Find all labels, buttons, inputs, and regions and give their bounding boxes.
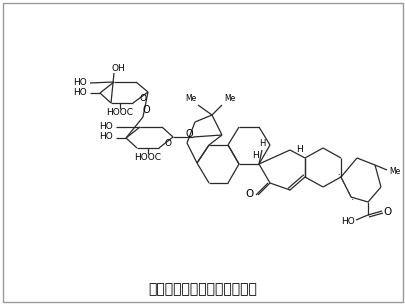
Text: O: O	[245, 189, 254, 199]
Text: 甘草甜素（甘草酸苷）的结构: 甘草甜素（甘草酸苷）的结构	[148, 282, 257, 296]
Text: H: H	[258, 139, 264, 149]
Text: Me: Me	[224, 95, 235, 103]
Text: H: H	[252, 152, 259, 160]
Text: OH: OH	[111, 64, 125, 74]
Text: O: O	[185, 129, 192, 139]
Text: Me: Me	[185, 95, 196, 103]
Text: HO: HO	[340, 217, 354, 225]
Text: H: H	[296, 145, 303, 155]
Text: O: O	[142, 105, 149, 115]
Text: O: O	[383, 207, 391, 217]
Text: HOOC: HOOC	[106, 109, 133, 117]
Text: O: O	[139, 95, 146, 103]
Text: Me: Me	[388, 167, 400, 177]
Text: HO: HO	[73, 88, 87, 98]
Text: HOOC: HOOC	[134, 153, 161, 163]
Text: HO: HO	[99, 132, 113, 142]
Text: HO: HO	[73, 78, 87, 88]
Text: O: O	[164, 139, 171, 149]
Text: HO: HO	[99, 123, 113, 131]
